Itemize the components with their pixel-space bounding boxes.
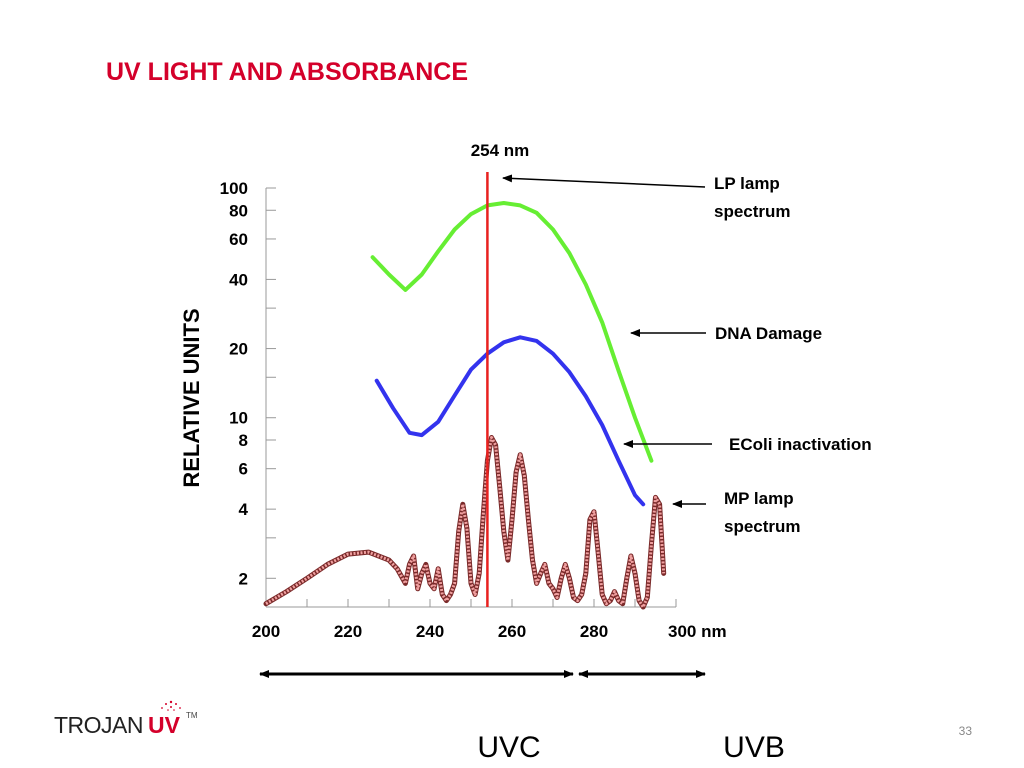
y-tick-label: 10 [229,409,248,428]
series-dna-damage [370,201,654,463]
band-layer: UVC UVB [259,670,785,764]
annotation-ecoli-inactivation: EColi inactivation [729,435,872,454]
series-ecoli-inactivation [374,335,646,507]
series-mp-lamp-spectrum [265,436,666,609]
band-label-uvb: UVB [723,731,785,764]
y-tick-label: 4 [239,500,249,519]
y-tick-label: 2 [239,569,248,588]
y-tick-label: 100 [220,179,248,198]
y-tick-label: 60 [229,230,248,249]
x-tick-label: 280 [580,622,608,641]
annotation-arrow-lp-lamp-spectrum [502,174,706,188]
y-tick-label: 8 [239,431,248,450]
y-tick-label: 80 [229,201,248,220]
page-number: 33 [958,724,972,738]
x-tick-label: 300 nm [668,622,727,641]
slide-title: UV LIGHT AND ABSORBANCE [106,58,469,86]
band-label-uvc: UVC [477,731,540,764]
marker-line-layer: 254 nm [471,141,530,607]
annotation-layer: LP lamp spectrum DNA Damage EColi inactivat… [502,174,872,536]
annotation-mp-lamp-spectrum: MP lamp [724,489,794,508]
x-tick-label: 240 [416,622,444,641]
trojan-uv-logo: TROJAN UV TM [54,700,214,741]
marker-line-label: 254 nm [471,141,530,160]
annotation-lp-lamp-spectrum: LP lamp [714,174,780,193]
logo-word-trojan: TROJAN [54,712,144,738]
x-tick-label: 200 [252,622,280,641]
sparkle-icon [161,700,181,711]
y-tick-label: 40 [229,270,248,289]
annotation-lp-lamp-spectrum-line2: spectrum [714,202,791,221]
logo-word-uv: UV [148,712,180,738]
y-axis-title: RELATIVE UNITS [179,308,204,487]
series-layer [263,201,667,610]
logo-trademark: TM [186,711,198,720]
annotation-mp-lamp-spectrum-line2: spectrum [724,517,801,536]
y-tick-label: 20 [229,340,248,359]
chart-axes: 100 80 60 40 20 10 8 6 4 2 200 220 240 260 280 300 nm RE… [179,179,727,641]
y-tick-label: 6 [239,460,248,479]
annotation-dna-damage: DNA Damage [715,324,822,343]
x-tick-label: 260 [498,622,526,641]
x-tick-label: 220 [334,622,362,641]
